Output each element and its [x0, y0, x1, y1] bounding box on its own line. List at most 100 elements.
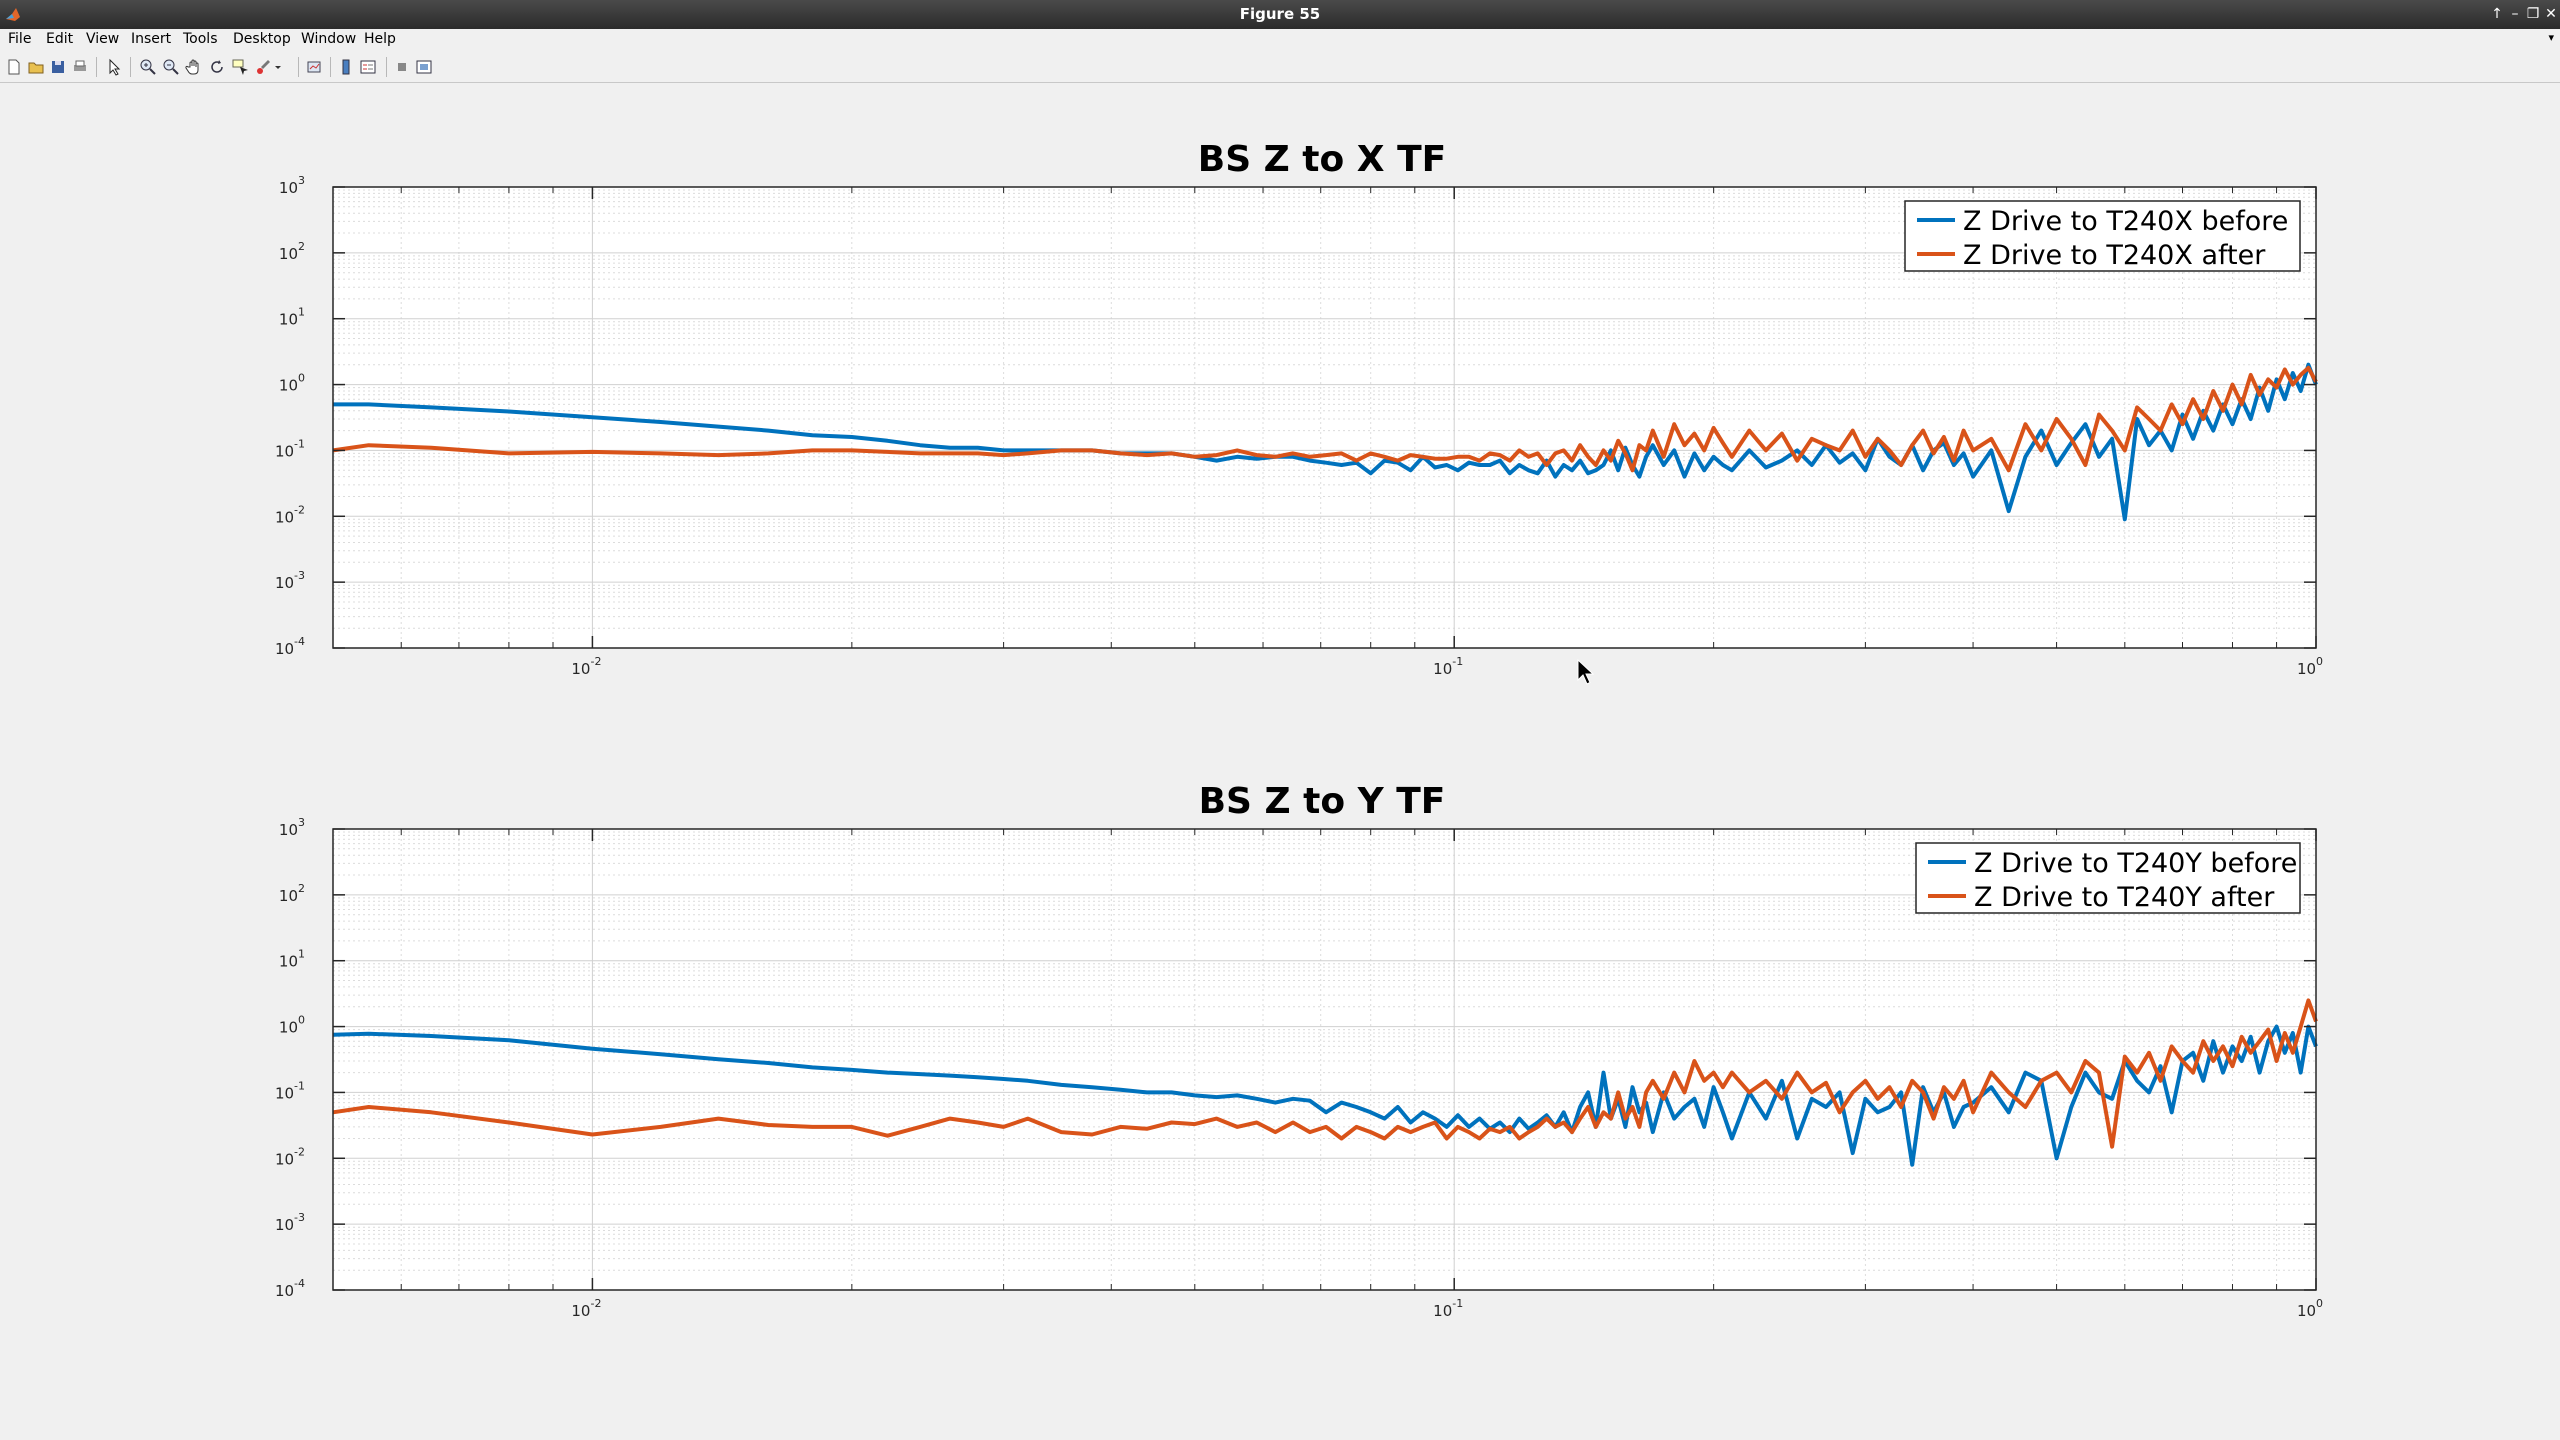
y-tick-base: 10: [275, 508, 294, 526]
mouse-cursor-icon: [1577, 658, 1595, 685]
window-shade-button[interactable]: ↑: [2491, 6, 2503, 22]
x-tick-exp: -1: [1452, 655, 1463, 668]
matlab-logo-icon: [6, 8, 20, 21]
menu-tools[interactable]: Tools: [183, 31, 218, 47]
y-tick-exp: 1: [298, 948, 305, 961]
new-figure-icon[interactable]: [4, 57, 24, 77]
y-tick-label: 103: [279, 174, 305, 197]
toolbar-separator: [96, 57, 97, 77]
y-tick-base: 10: [275, 1282, 294, 1300]
y-tick-exp: 1: [298, 306, 305, 319]
window-title: Figure 55: [1239, 5, 1321, 23]
y-tick-label: 103: [279, 816, 305, 839]
y-tick-exp: 0: [298, 372, 305, 385]
grid-lines: [333, 828, 2317, 1291]
y-tick-base: 10: [275, 1216, 294, 1234]
x-tick-label: 10-2: [571, 1297, 601, 1320]
legend-entry: Z Drive to T240X before: [1963, 206, 2288, 237]
axes-title: BS Z to X TF: [1198, 139, 1446, 180]
pan-icon[interactable]: [184, 57, 204, 77]
link-plot-icon[interactable]: [304, 57, 324, 77]
y-tick-label: 100: [279, 372, 305, 395]
window-minimize-button[interactable]: –: [2511, 6, 2519, 22]
x-tick-exp: -1: [1452, 1297, 1463, 1310]
x-tick-label: 10-2: [571, 655, 601, 678]
x-tick-base: 10: [2297, 660, 2316, 678]
x-tick-base: 10: [2297, 1302, 2316, 1320]
menu-insert[interactable]: Insert: [131, 31, 172, 47]
window-maximize-button[interactable]: ❐: [2526, 6, 2540, 22]
print-icon[interactable]: [70, 57, 90, 77]
x-tick-label: 100: [2297, 655, 2323, 678]
y-tick-label: 102: [279, 882, 305, 905]
x-tick-label: 10-1: [1433, 655, 1463, 678]
menu-help[interactable]: Help: [364, 31, 396, 47]
menu-edit[interactable]: Edit: [46, 31, 74, 47]
rotate-icon[interactable]: [207, 57, 227, 77]
y-tick-label: 10-1: [275, 437, 305, 460]
series-line-after: [332, 998, 2318, 1149]
legend-entry: Z Drive to T240Y after: [1974, 882, 2275, 913]
axes-top[interactable]: BS Z to X TF 10-2 10-1 10010-410-310-210-1…: [275, 139, 2323, 678]
legend-entry: Z Drive to T240X after: [1963, 240, 2266, 271]
x-tick-base: 10: [1433, 1302, 1452, 1320]
y-tick-base: 10: [279, 887, 298, 905]
colorbar-icon[interactable]: [336, 57, 356, 77]
legend-box: [1904, 200, 2301, 272]
tick-marks: [333, 828, 2317, 1291]
menu-window[interactable]: Window: [301, 31, 357, 47]
menu-desktop[interactable]: Desktop: [233, 31, 291, 47]
x-tick-label: 100: [2297, 1297, 2323, 1320]
y-tick-label: 10-3: [275, 1211, 305, 1234]
y-tick-exp: -4: [294, 1277, 305, 1290]
menu-view[interactable]: View: [86, 31, 120, 47]
show-plot-tools-icon[interactable]: [414, 57, 434, 77]
y-tick-label: 10-4: [275, 635, 305, 658]
x-tick-exp: 0: [2316, 655, 2323, 668]
y-tick-label: 101: [279, 306, 305, 329]
series-line-before: [332, 1024, 2318, 1167]
series-line-after: [332, 365, 2318, 473]
y-tick-base: 10: [279, 377, 298, 395]
window-close-button[interactable]: ✕: [2545, 6, 2557, 22]
y-tick-base: 10: [279, 1019, 298, 1037]
y-tick-label: 10-2: [275, 503, 305, 526]
legend-box: [1915, 842, 2301, 914]
zoom-in-icon[interactable]: [138, 57, 158, 77]
legend-icon[interactable]: [358, 57, 378, 77]
y-tick-label: 100: [279, 1014, 305, 1037]
menu-bar: File Edit View Insert Tools Desktop Wind…: [0, 29, 2560, 52]
toolbar-separator: [330, 57, 331, 77]
y-tick-exp: -3: [294, 569, 305, 582]
y-tick-base: 10: [279, 821, 298, 839]
data-cursor-icon[interactable]: [230, 57, 250, 77]
y-tick-base: 10: [275, 1084, 294, 1102]
y-tick-base: 10: [279, 311, 298, 329]
legend-entry: Z Drive to T240Y before: [1974, 848, 2297, 879]
brush-dropdown-icon[interactable]: [272, 57, 284, 77]
brush-icon[interactable]: [253, 57, 273, 77]
y-tick-exp: -2: [294, 503, 305, 516]
axes-bottom[interactable]: BS Z to Y TF 10-2 10-1 10010-410-310-210-1…: [275, 781, 2323, 1320]
toolbar-separator: [130, 57, 131, 77]
y-tick-base: 10: [275, 640, 294, 658]
x-tick-exp: -2: [590, 655, 601, 668]
x-tick-base: 10: [571, 1302, 590, 1320]
save-icon[interactable]: [48, 57, 68, 77]
tick-marks: [333, 186, 2317, 649]
y-tick-exp: -3: [294, 1211, 305, 1224]
axes-title: BS Z to Y TF: [1199, 781, 1446, 822]
y-tick-exp: -1: [294, 437, 305, 450]
menu-file[interactable]: File: [8, 31, 32, 47]
toolbar-separator: [386, 57, 387, 77]
y-tick-exp: 3: [298, 816, 305, 829]
y-tick-label: 10-1: [275, 1079, 305, 1102]
y-tick-label: 101: [279, 948, 305, 971]
open-file-icon[interactable]: [26, 57, 46, 77]
hide-plot-tools-icon[interactable]: [392, 57, 412, 77]
zoom-out-icon[interactable]: [161, 57, 181, 77]
menu-overflow-icon[interactable]: ▾: [2548, 31, 2554, 44]
pointer-icon[interactable]: [104, 57, 124, 77]
